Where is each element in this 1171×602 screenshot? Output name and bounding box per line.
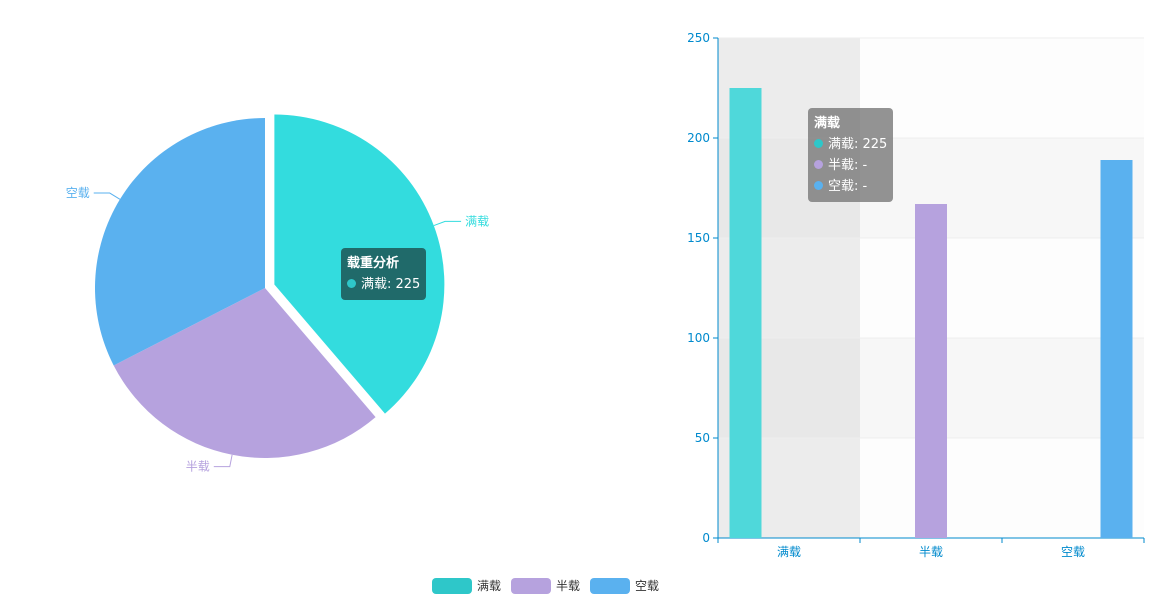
bar-tooltip-dot [814,181,823,190]
pie-slice [113,288,376,459]
legend-item-full[interactable]: 满载 [432,577,501,594]
pie-slice [94,118,266,366]
pie-label: 半载 [186,460,210,474]
y-tick-label: 0 [702,531,710,545]
bar-tooltip-title: 满载 [814,116,841,131]
bar-tooltip: 满载 满载: 225 半载: - 空载: - [808,108,894,202]
pie-label-line [93,192,121,200]
legend-swatch [432,577,472,594]
bar-tooltip-dot [814,160,823,169]
legend: 满载 半载 空载 [432,577,669,594]
bar-tooltip-row: 空载: - [828,179,868,194]
pie-label: 空载 [66,186,90,200]
legend-label: 空载 [635,579,660,593]
y-tick-label: 150 [687,231,710,245]
legend-label: 半载 [556,579,581,593]
pie-label-line [433,220,462,227]
legend-item-half[interactable]: 半载 [511,577,580,594]
legend-swatch [590,577,631,594]
legend-item-empty[interactable]: 空载 [590,577,659,594]
bar [729,88,762,538]
legend-swatch [511,577,552,594]
y-tick-label: 50 [695,431,710,445]
legend-label: 满载 [477,579,502,593]
bar-tooltip-dot [814,139,823,148]
pie-label: 满载 [465,214,489,228]
x-tick-label: 满载 [777,545,801,559]
bar [1100,160,1133,538]
pie-tooltip-dot [347,279,356,288]
bar-tooltip-row: 半载: - [828,158,868,173]
bar [915,204,947,538]
pie-tooltip: 载重分析 满载: 225 [341,248,427,300]
bar-tooltip-row: 满载: 225 [828,137,888,152]
grid-band [718,38,1144,138]
y-tick-label: 250 [687,31,710,45]
pie-tooltip-line: 满载: 225 [361,277,421,292]
y-tick-label: 200 [687,131,710,145]
y-tick-label: 100 [687,331,710,345]
pie-label-line [213,454,233,468]
pie-tooltip-title: 载重分析 [347,256,400,271]
x-tick-label: 半载 [919,545,943,559]
x-tick-label: 空载 [1061,545,1085,559]
